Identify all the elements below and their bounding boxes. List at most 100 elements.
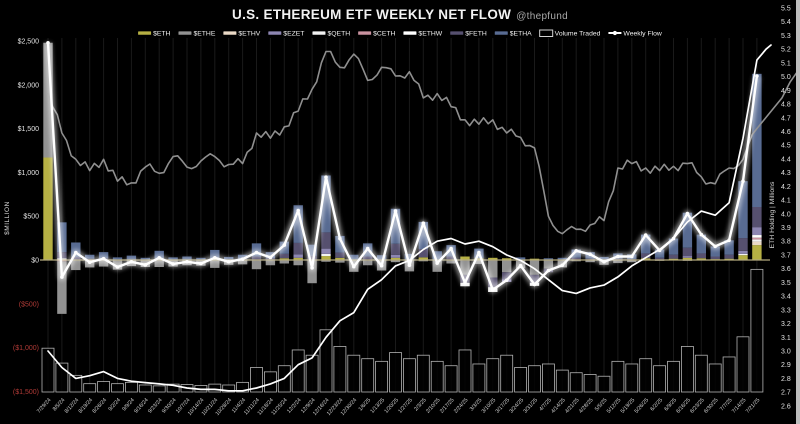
weekly-flow-marker	[393, 209, 398, 213]
bar-segment-ethe	[335, 260, 345, 263]
legend-label-ethw: $ETHW	[418, 31, 442, 38]
bar-segment-ezet	[321, 248, 331, 254]
bar-segment-etha	[668, 238, 679, 255]
feth-legend-swatch	[450, 31, 464, 35]
bar-segment-ethe	[446, 260, 456, 264]
weekly-flow-marker	[671, 236, 676, 241]
volume-bar	[486, 358, 500, 393]
right-axis-tick: 2.8	[781, 376, 791, 383]
weekly-flow-marker	[421, 221, 426, 226]
volume-bar	[152, 385, 166, 393]
bar-segment-feth	[418, 249, 428, 258]
weekly-flow-marker	[74, 250, 78, 255]
left-axis: $2,500 $2,000 $1,500 $1,000 $500 $0 ($500) ($1,…	[4, 39, 39, 396]
right-axis-tick: 5.4	[781, 19, 791, 26]
bar-segment-eth	[279, 258, 289, 260]
right-axis-tick: 3.6	[781, 266, 791, 273]
volume-bar	[416, 354, 430, 393]
bar-segment-feth	[571, 257, 581, 260]
weekly-flow-marker	[379, 263, 384, 268]
bar-segment-feth	[752, 207, 762, 228]
bar-segment-etha	[182, 256, 192, 260]
right-axis-tick: 5.2	[781, 47, 791, 54]
volume-bar	[138, 384, 152, 393]
volume-bar	[708, 363, 722, 393]
weekly-flow-marker	[713, 244, 717, 249]
right-axis-tick: 4.6	[781, 129, 791, 136]
bar-segment-ethe	[627, 260, 637, 263]
bar-segment-qeth	[752, 239, 762, 242]
bar-segment-ezet	[682, 256, 693, 258]
ethv-legend-swatch	[223, 31, 237, 35]
bar-segment-ethe	[321, 260, 331, 262]
bar-segment-eth	[752, 245, 762, 260]
title-handle: @thepfund	[516, 11, 568, 22]
bar-segment-feth	[251, 256, 262, 260]
bar-segment-ethe	[154, 260, 164, 268]
price-line-layer	[47, 50, 799, 235]
right-axis-tick: 3.2	[781, 321, 791, 328]
bar-segment-ezet	[752, 227, 762, 236]
bar-segment-feth	[682, 247, 693, 257]
bar-segment-ethe	[279, 260, 289, 264]
weekly-flow-marker	[268, 255, 273, 260]
bar-segment-feth	[696, 253, 706, 259]
bar-segment-etha	[98, 252, 109, 259]
bar-segment-ethe	[529, 260, 540, 275]
right-axis-tick: 3.3	[781, 307, 791, 314]
bar-segment-etha	[85, 254, 95, 259]
volume-bar	[681, 346, 694, 393]
weekly-flow-marker	[324, 175, 328, 180]
right-axis-tick: 5.0	[781, 74, 791, 81]
bar-segment-eth	[335, 257, 345, 260]
volume-bar	[375, 360, 389, 393]
bar-segment-feth	[738, 238, 748, 251]
weekly-flow-marker	[574, 249, 578, 253]
bar-segment-ethe	[251, 260, 262, 270]
weekly-flow-marker	[338, 236, 342, 241]
bar-segment-etha	[349, 254, 359, 260]
volume-bar	[97, 381, 110, 393]
weekly-flow-marker	[143, 263, 148, 267]
bar-segment-eth	[641, 258, 651, 260]
bar-segment-etha	[390, 208, 401, 244]
left-axis-tick: ($1,500)	[13, 389, 39, 396]
right-axis-tick: 4.8	[781, 102, 791, 109]
legend-label-ceth: $CETH	[373, 31, 395, 38]
right-axis-tick: 3.0	[781, 349, 791, 356]
bar-segment-eth	[668, 258, 679, 260]
weekly-flow-marker	[560, 263, 565, 268]
bar-segment-ethe	[543, 260, 554, 269]
bar-segment-etha	[696, 234, 706, 254]
bar-segment-feth	[335, 252, 345, 258]
right-axis-tick: 4.5	[781, 143, 791, 150]
volume-bar	[430, 360, 444, 393]
bar-segment-etha	[738, 181, 748, 239]
weekly-flow-marker	[463, 280, 467, 285]
weekly-flow-marker	[87, 260, 92, 264]
volume-bar	[208, 383, 222, 393]
bar-segment-etha	[112, 257, 123, 260]
bar-segment-etha	[210, 249, 220, 259]
ethe-legend-swatch	[178, 31, 192, 35]
right-axis-tick: 4.1	[781, 198, 791, 205]
bar-segment-etha	[752, 73, 762, 208]
volume-bar	[458, 349, 472, 393]
bar-segment-ethe	[265, 260, 276, 266]
weekly-flow-marker	[741, 179, 745, 183]
weekly-flow-marker	[296, 208, 301, 213]
bar-segment-etha	[557, 257, 567, 260]
right-axis-tick: 3.1	[781, 335, 791, 342]
weekly-flow-marker	[504, 278, 509, 282]
left-axis-tick: ($1,000)	[13, 345, 39, 352]
bar-segment-ethe	[585, 260, 595, 263]
weekly-flow-line	[46, 41, 759, 291]
right-edge-strip	[796, 0, 800, 424]
volume-bar	[625, 363, 639, 393]
weekly-flow-marker	[491, 287, 495, 292]
right-axis-title: ETH Holding | Millions	[769, 181, 776, 248]
bar-segment-eth	[738, 255, 748, 260]
bar-segment-qeth	[738, 253, 748, 256]
right-axis-tick: 4.7	[781, 115, 791, 122]
